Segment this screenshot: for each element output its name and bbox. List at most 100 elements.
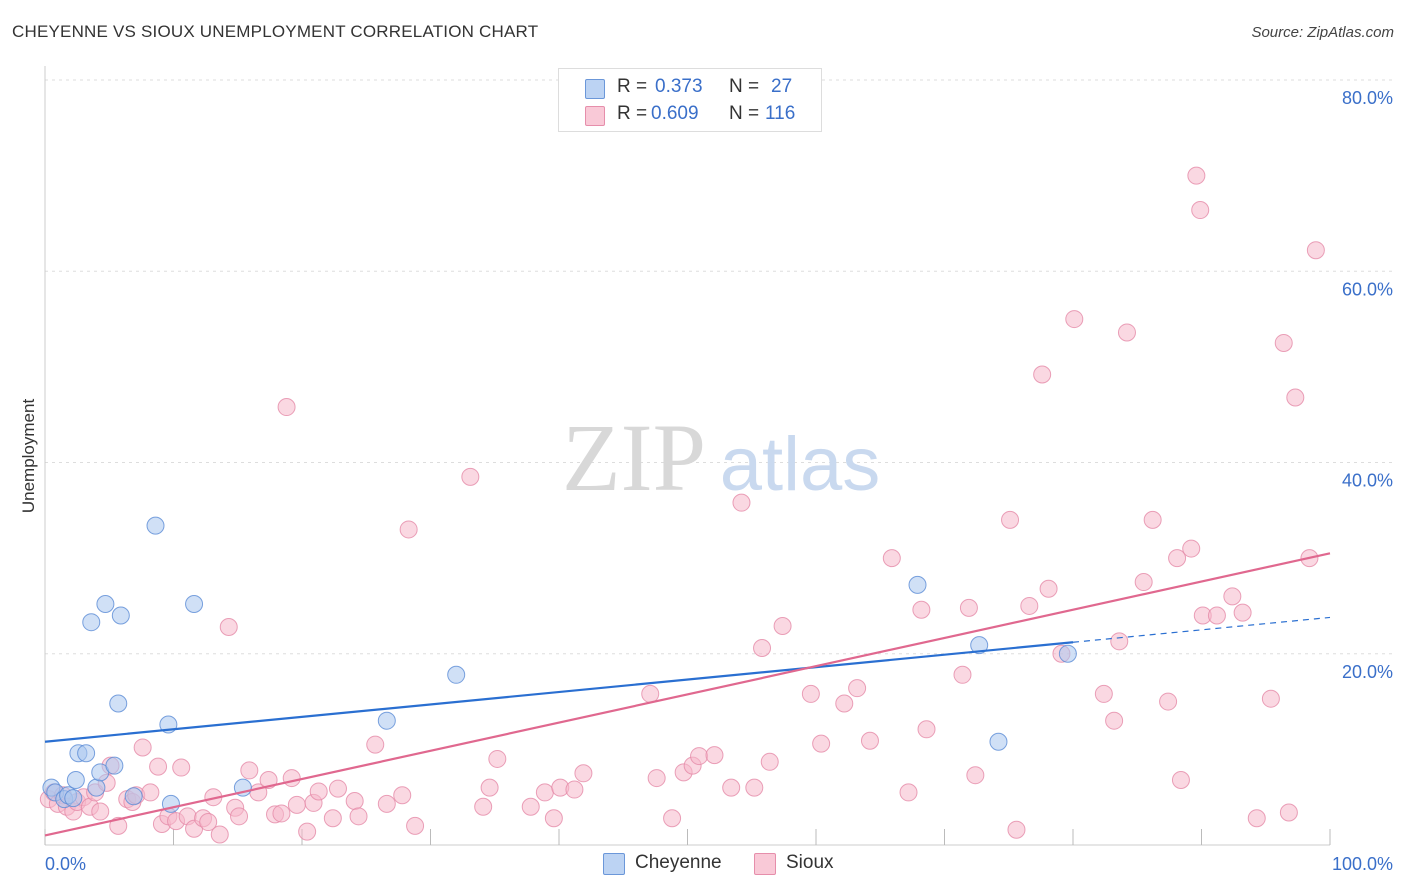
sioux-point bbox=[1105, 711, 1124, 730]
sioux-point bbox=[133, 738, 152, 757]
sioux-point bbox=[474, 797, 493, 816]
watermark: ZIP atlas bbox=[562, 404, 880, 511]
legend-swatch-sioux bbox=[585, 106, 605, 126]
sioux-point bbox=[1261, 689, 1280, 708]
gridlines bbox=[45, 79, 1392, 655]
sioux-point bbox=[1007, 820, 1026, 839]
sioux-point bbox=[647, 769, 666, 788]
sioux-point bbox=[565, 780, 584, 799]
sioux-trend-line bbox=[44, 552, 1331, 837]
sioux-point bbox=[298, 822, 317, 841]
sioux-point bbox=[1274, 333, 1293, 352]
legend: R = 0.373 N = 27 R = 0.609 N = 116 bbox=[558, 68, 822, 132]
sioux-point bbox=[399, 520, 418, 539]
y-tick-label: 80.0% bbox=[1342, 88, 1393, 108]
sioux-point bbox=[328, 779, 347, 798]
sioux-point bbox=[219, 617, 238, 636]
sioux-point bbox=[848, 679, 867, 698]
cheyenne-trend-line bbox=[44, 641, 1074, 743]
y-tick-label: 20.0% bbox=[1342, 662, 1393, 682]
sioux-point bbox=[277, 398, 296, 417]
trend-lines bbox=[44, 552, 1331, 837]
cheyenne-point bbox=[1058, 644, 1077, 663]
sioux-point bbox=[1110, 632, 1129, 651]
sioux-point bbox=[272, 804, 291, 823]
cheyenne-point bbox=[96, 595, 115, 614]
sioux-point bbox=[1191, 201, 1210, 220]
legend-n-value: 116 bbox=[765, 103, 796, 124]
sioux-point bbox=[801, 684, 820, 703]
cheyenne-point bbox=[124, 787, 143, 806]
watermark-atlas: atlas bbox=[720, 422, 881, 507]
cheyenne-point bbox=[908, 575, 927, 594]
cheyenne-point bbox=[66, 770, 85, 789]
sioux-point bbox=[1001, 510, 1020, 529]
sioux-point bbox=[544, 809, 563, 828]
sioux-point bbox=[366, 735, 385, 754]
sioux-point bbox=[953, 665, 972, 684]
sioux-point bbox=[1182, 539, 1201, 558]
cheyenne-point bbox=[87, 778, 106, 797]
cheyenne-point bbox=[64, 789, 83, 808]
sioux-point bbox=[91, 802, 110, 821]
sioux-point bbox=[1223, 587, 1242, 606]
sioux-point bbox=[210, 825, 229, 844]
x-tick-label: 100.0% bbox=[1332, 854, 1393, 874]
sioux-point bbox=[1247, 809, 1266, 828]
cheyenne-point bbox=[109, 694, 128, 713]
sioux-point bbox=[287, 795, 306, 814]
sioux-point bbox=[259, 770, 278, 789]
sioux-point bbox=[1039, 579, 1058, 598]
y-axis-label: Unemployment bbox=[19, 399, 38, 514]
bottom-legend-swatch-sioux bbox=[754, 853, 776, 875]
bottom-legend-label-sioux: Sioux bbox=[786, 852, 834, 873]
sioux-point bbox=[882, 549, 901, 568]
sioux-point bbox=[1171, 770, 1190, 789]
sioux-point bbox=[1306, 241, 1325, 260]
sioux-point bbox=[149, 757, 168, 776]
watermark-zip: ZIP bbox=[562, 404, 706, 511]
sioux-point bbox=[760, 752, 779, 771]
sioux-point bbox=[1143, 510, 1162, 529]
sioux-point bbox=[230, 807, 249, 826]
cheyenne-point bbox=[377, 711, 396, 730]
sioux-point bbox=[912, 600, 931, 619]
sioux-point bbox=[641, 684, 660, 703]
sioux-point bbox=[1286, 388, 1305, 407]
sioux-point bbox=[1065, 310, 1084, 329]
sioux-point bbox=[377, 794, 396, 813]
sioux-point bbox=[690, 747, 709, 766]
sioux-point bbox=[1233, 603, 1252, 622]
x-tick-label: 0.0% bbox=[45, 854, 86, 874]
sioux-point bbox=[240, 761, 259, 780]
sioux-point bbox=[521, 797, 540, 816]
chart-title: CHEYENNE VS SIOUX UNEMPLOYMENT CORRELATI… bbox=[12, 22, 539, 41]
sioux-point bbox=[773, 617, 792, 636]
sioux-point bbox=[1187, 166, 1206, 185]
sioux-point bbox=[323, 809, 342, 828]
cheyenne-point bbox=[970, 636, 989, 655]
sioux-point bbox=[753, 639, 772, 658]
sioux-point bbox=[1020, 596, 1039, 615]
sioux-point bbox=[109, 816, 128, 835]
legend-n-label: N = bbox=[729, 76, 760, 97]
y-tick-label: 40.0% bbox=[1342, 471, 1393, 491]
legend-row-sioux: R = 0.609 N = 116 bbox=[559, 101, 821, 127]
sioux-point bbox=[732, 493, 751, 512]
cheyenne-point bbox=[111, 606, 130, 625]
sioux-point bbox=[722, 778, 741, 797]
sioux-point bbox=[480, 778, 499, 797]
axes bbox=[44, 66, 1331, 846]
tick-labels: 20.0% 40.0% 60.0% 80.0% 0.0% 100.0% bbox=[45, 88, 1393, 874]
sioux-point bbox=[705, 746, 724, 765]
cheyenne-point bbox=[105, 756, 124, 775]
sioux-point bbox=[488, 749, 507, 768]
sioux-point bbox=[345, 792, 364, 811]
y-tick-label: 60.0% bbox=[1342, 279, 1393, 299]
bottom-legend-label-cheyenne: Cheyenne bbox=[635, 852, 722, 873]
sioux-point bbox=[141, 783, 160, 802]
cheyenne-point bbox=[77, 744, 96, 763]
cheyenne-point bbox=[989, 732, 1008, 751]
cheyenne-point bbox=[82, 613, 101, 632]
